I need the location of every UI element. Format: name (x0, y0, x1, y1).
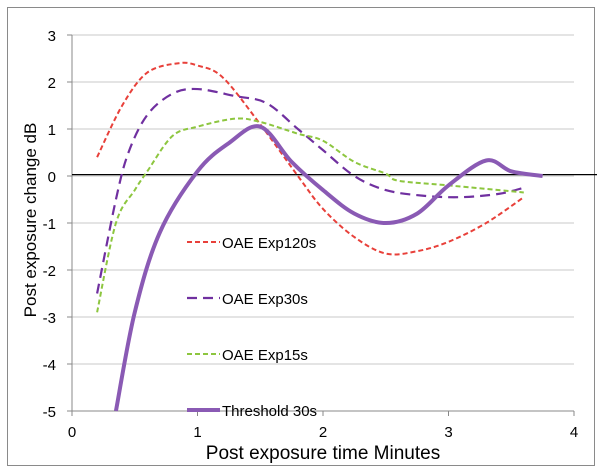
y-tick-label: -5 (43, 404, 56, 421)
y-axis-label: Post exposure change dB (21, 123, 40, 318)
x-axis-label: Post exposure time Minutes (206, 443, 440, 464)
y-tick-label: -2 (43, 263, 56, 280)
x-tick-label: 4 (570, 424, 578, 441)
x-tick-label: 1 (193, 424, 201, 441)
y-tick-label: 3 (48, 28, 56, 45)
y-tick-label: 0 (48, 169, 56, 186)
legend-label-oae-exp120s: OAE Exp120s (222, 235, 316, 252)
x-tick-label: 2 (319, 424, 327, 441)
series-line-oae-exp30s (96, 87, 525, 294)
series-line-oae-exp15s (96, 117, 524, 313)
chart-frame (7, 7, 595, 466)
y-tick-label: 1 (48, 122, 56, 139)
legend-label-oae-exp30s: OAE Exp30s (222, 291, 308, 308)
y-tick-label: -3 (43, 310, 56, 327)
x-tick-label: 3 (444, 424, 452, 441)
series-line-threshold-30s (113, 124, 543, 412)
x-tick-label: 0 (68, 424, 76, 441)
legend-label-threshold-30s: Threshold 30s (222, 403, 317, 420)
y-tick-label: -4 (43, 357, 56, 374)
y-tick-label: 2 (48, 75, 56, 92)
legend-label-oae-exp15s: OAE Exp15s (222, 347, 308, 364)
y-tick-label: -1 (43, 216, 56, 233)
